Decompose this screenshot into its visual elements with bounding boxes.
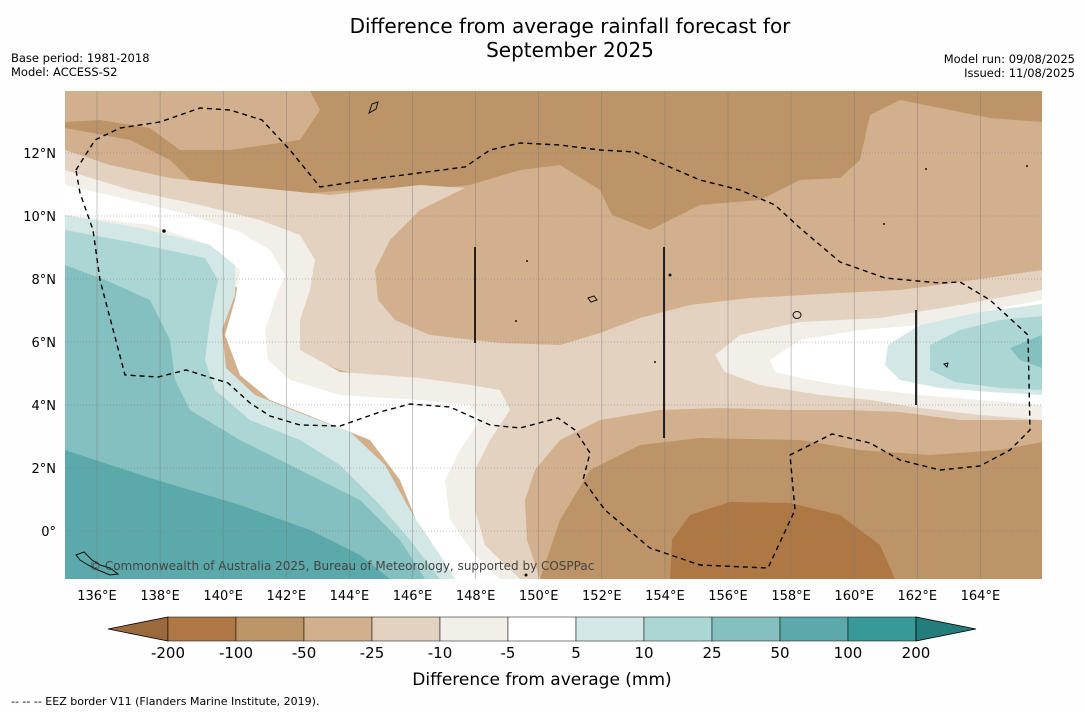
- colorbar-swatch: [507, 616, 577, 642]
- longitude-label: 164°E: [961, 589, 1001, 604]
- colorbar-tick-label: -5: [501, 644, 516, 662]
- title-line-1: Difference from average rainfall forecas…: [349, 14, 791, 38]
- island-new-guinea: [75, 551, 120, 576]
- colorbar-arrow-left: [107, 616, 169, 642]
- longitude-label: 144°E: [330, 589, 370, 604]
- longitude-label: 142°E: [267, 589, 307, 604]
- colorbar-tick-label: 10: [634, 644, 653, 662]
- colorbar-swatch: [167, 616, 237, 642]
- latitude-axis: 12°N 10°N 8°N 6°N 4°N 2°N 0°: [23, 147, 56, 540]
- footnote: -- -- -- EEZ border V11 (Flanders Marine…: [11, 695, 320, 708]
- islet-3: [654, 361, 656, 363]
- longitude-label: 150°E: [519, 589, 559, 604]
- colorbar-tick-label: -100: [219, 644, 253, 662]
- colorbar-tick-label: 100: [834, 644, 863, 662]
- colorbar-tick-label: -50: [292, 644, 317, 662]
- longitude-label: 138°E: [140, 589, 180, 604]
- latitude-label: 4°N: [32, 399, 57, 414]
- island-kosrae: [943, 362, 949, 368]
- band-plus50: [65, 450, 390, 579]
- colorbar-tick-label: -10: [428, 644, 453, 662]
- latitude-label: 0°: [41, 525, 56, 540]
- island-chuuk: [587, 295, 598, 303]
- colorbar-swatch: [779, 616, 849, 642]
- model-text: Model: ACCESS-S2: [11, 65, 118, 79]
- longitude-label: 154°E: [645, 589, 685, 604]
- island-pohnpei: [792, 311, 802, 319]
- longitude-label: 140°E: [203, 589, 243, 604]
- longitude-label: 158°E: [771, 589, 811, 604]
- band-plus10-east: [930, 316, 1042, 390]
- colorbar-swatch: [371, 616, 441, 642]
- latitude-label: 6°N: [32, 336, 57, 351]
- longitude-label: 160°E: [834, 589, 874, 604]
- map-area: © Commonwealth of Australia 2025, Bureau…: [65, 91, 1042, 579]
- map-title: Difference from average rainfall forecas…: [270, 14, 870, 62]
- longitude-label: 152°E: [582, 589, 622, 604]
- title-line-2: September 2025: [486, 38, 654, 62]
- colorbar-swatch: [235, 616, 305, 642]
- islet-6: [925, 168, 927, 170]
- latitude-label: 2°N: [32, 462, 57, 477]
- colorbar-title: Difference from average (mm): [412, 670, 671, 690]
- colorbar-swatch: [847, 616, 917, 642]
- colorbar: -200 -100 -50 -25 -10 -5 5 10 25 50 100 200: [107, 616, 977, 662]
- longitude-label: 136°E: [77, 589, 117, 604]
- model-run-text: Model run: 09/08/2025: [943, 52, 1075, 66]
- island-guam: [368, 101, 379, 115]
- band-neutral: [65, 185, 500, 579]
- colorbar-swatch: [643, 616, 713, 642]
- islet-2: [526, 260, 528, 262]
- colorbar-tick-label: -25: [360, 644, 385, 662]
- band-minus100-north-left: [65, 91, 320, 150]
- islet-4: [515, 320, 517, 322]
- islet-7: [883, 223, 885, 225]
- islet-1: [668, 273, 672, 277]
- run-issue-info: Model run: 09/08/2025 Issued: 11/08/2025: [944, 52, 1075, 80]
- longitude-label: 148°E: [456, 589, 496, 604]
- colorbar-tick-label: 5: [571, 644, 581, 662]
- issued-text: Issued: 11/08/2025: [964, 66, 1075, 80]
- colorbar-swatch: [711, 616, 781, 642]
- eez-border-west: [75, 107, 1031, 569]
- longitude-axis: 136°E 138°E 140°E 142°E 144°E 146°E 148°E 150°E…: [77, 589, 1000, 604]
- credit-text: © Commonwealth of Australia 2025, Bureau…: [89, 559, 594, 573]
- latitude-label: 10°N: [23, 210, 56, 225]
- colorbar-swatch: [575, 616, 645, 642]
- colorbar-tick-label: -200: [151, 644, 185, 662]
- colorbar-swatch: [303, 616, 373, 642]
- islet-8: [524, 573, 528, 577]
- colorbar-tick-label: 200: [902, 644, 931, 662]
- longitude-label: 146°E: [393, 589, 433, 604]
- island-palau: [162, 229, 166, 233]
- longitude-label: 156°E: [708, 589, 748, 604]
- colorbar-tick-label: 50: [770, 644, 789, 662]
- colorbar-swatch: [439, 616, 509, 642]
- islet-5: [1026, 165, 1028, 167]
- band-minus10: [65, 170, 520, 579]
- base-period-text: Base period: 1981-2018: [11, 51, 150, 65]
- base-model-info: Base period: 1981-2018 Model: ACCESS-S2: [11, 51, 150, 79]
- latitude-label: 8°N: [32, 273, 57, 288]
- colorbar-arrow-right: [915, 616, 977, 642]
- band-minus200-core: [670, 502, 895, 579]
- latitude-label: 12°N: [23, 147, 56, 162]
- colorbar-tick-label: 25: [702, 644, 721, 662]
- longitude-label: 162°E: [898, 589, 938, 604]
- band-plus25-east: [1010, 335, 1042, 368]
